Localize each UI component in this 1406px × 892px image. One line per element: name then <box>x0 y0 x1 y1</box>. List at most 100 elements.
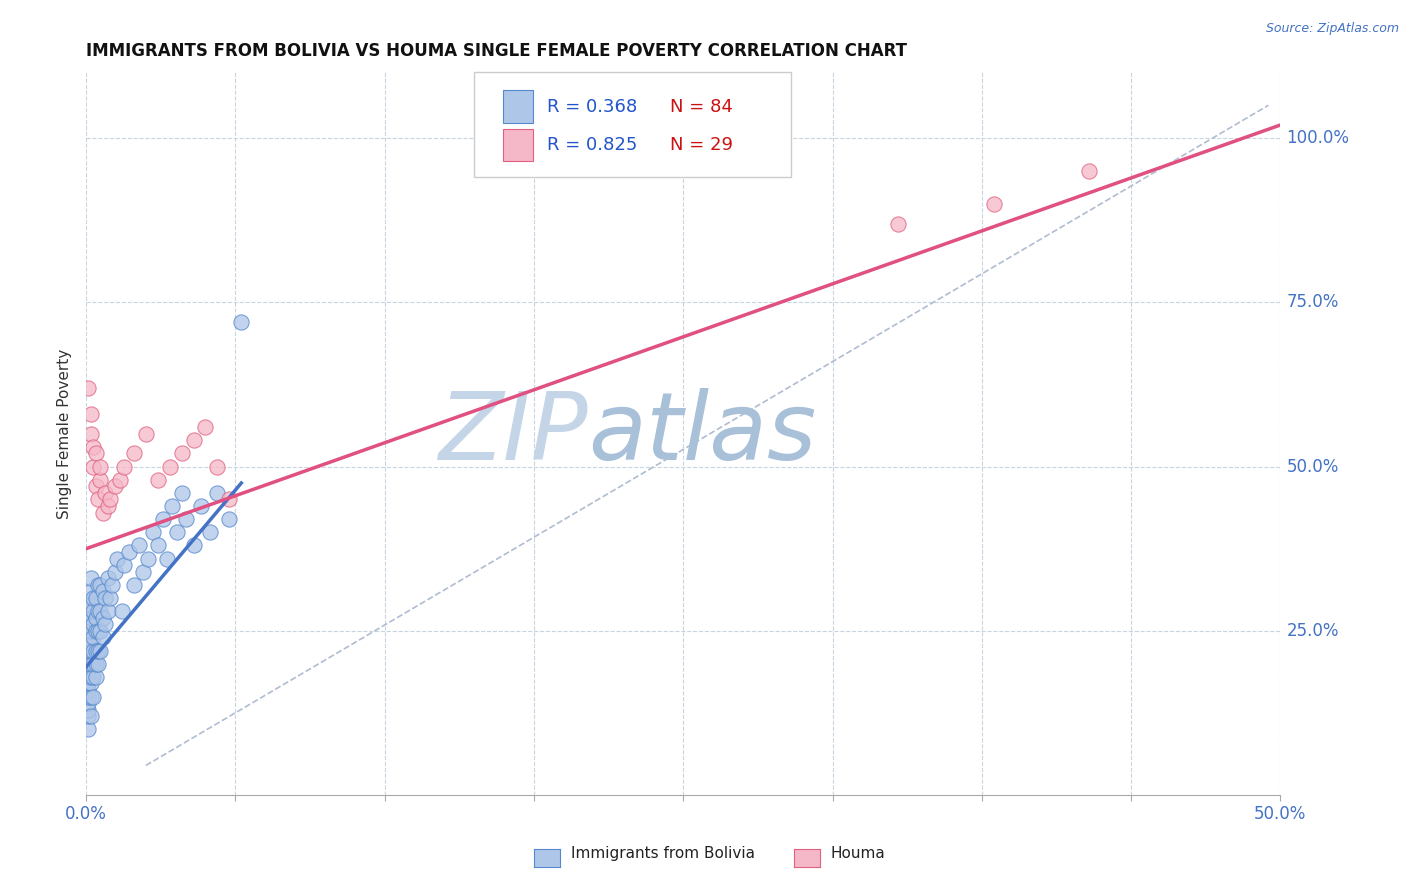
Point <box>77 643 100 657</box>
Point <box>105 551 128 566</box>
Point <box>82 440 104 454</box>
Point <box>77 690 100 704</box>
Point <box>77 604 100 618</box>
Point <box>97 499 120 513</box>
Point <box>82 604 104 618</box>
Point <box>84 643 107 657</box>
Point <box>104 565 127 579</box>
Point <box>159 459 181 474</box>
Point <box>118 545 141 559</box>
FancyBboxPatch shape <box>503 90 533 123</box>
Point <box>77 631 100 645</box>
Point <box>84 657 107 671</box>
Point <box>887 217 910 231</box>
Point <box>183 434 205 448</box>
Point <box>142 525 165 540</box>
Point <box>135 426 157 441</box>
Point <box>80 709 103 723</box>
Y-axis label: Single Female Poverty: Single Female Poverty <box>58 349 72 519</box>
Point <box>87 604 110 618</box>
Point <box>87 643 110 657</box>
Text: atlas: atlas <box>588 388 815 479</box>
Point <box>77 663 100 677</box>
Point <box>77 682 100 697</box>
Point <box>80 676 103 690</box>
Point <box>77 670 100 684</box>
Point <box>112 558 135 573</box>
Point <box>80 426 103 441</box>
Point <box>89 473 111 487</box>
Point <box>87 578 110 592</box>
Text: Houma: Houma <box>831 847 886 861</box>
Point <box>84 624 107 638</box>
Point <box>146 538 169 552</box>
Point <box>97 571 120 585</box>
Point <box>82 690 104 704</box>
Point <box>82 643 104 657</box>
Point <box>160 499 183 513</box>
Point <box>84 610 107 624</box>
Point <box>89 459 111 474</box>
Point <box>170 486 193 500</box>
Point <box>82 657 104 671</box>
Point <box>87 624 110 638</box>
Point <box>94 486 117 500</box>
Point <box>122 446 145 460</box>
Point <box>983 196 1005 211</box>
Point <box>108 473 131 487</box>
Text: 100.0%: 100.0% <box>1286 129 1350 147</box>
Point <box>80 584 103 599</box>
Point <box>136 551 159 566</box>
Point <box>87 492 110 507</box>
Point <box>166 525 188 540</box>
Point <box>207 486 229 500</box>
Point <box>94 617 117 632</box>
Point <box>84 479 107 493</box>
Point <box>89 643 111 657</box>
Point <box>91 631 114 645</box>
Point <box>77 650 100 665</box>
Point <box>89 624 111 638</box>
Point <box>170 446 193 460</box>
Point <box>80 690 103 704</box>
Point <box>94 591 117 605</box>
Point <box>80 571 103 585</box>
Point <box>84 446 107 460</box>
Point <box>84 670 107 684</box>
Point <box>82 670 104 684</box>
Point <box>82 631 104 645</box>
Point <box>91 506 114 520</box>
Point <box>80 670 103 684</box>
Point <box>128 538 150 552</box>
Point <box>132 565 155 579</box>
Text: N = 84: N = 84 <box>671 98 733 116</box>
Point <box>77 676 100 690</box>
Point <box>77 696 100 710</box>
Point <box>84 591 107 605</box>
Point <box>231 315 253 329</box>
Text: ZIP: ZIP <box>439 388 588 479</box>
Point <box>207 459 229 474</box>
Point <box>101 578 124 592</box>
Point <box>77 709 100 723</box>
Point <box>183 538 205 552</box>
Point <box>77 637 100 651</box>
Point <box>80 407 103 421</box>
Point <box>77 657 100 671</box>
Point <box>91 584 114 599</box>
Point <box>176 512 198 526</box>
Text: R = 0.368: R = 0.368 <box>547 98 637 116</box>
Point <box>80 637 103 651</box>
Point <box>87 657 110 671</box>
Text: Source: ZipAtlas.com: Source: ZipAtlas.com <box>1265 22 1399 36</box>
Point <box>152 512 174 526</box>
FancyBboxPatch shape <box>503 128 533 161</box>
Point <box>82 459 104 474</box>
Point <box>104 479 127 493</box>
Point <box>80 598 103 612</box>
Text: N = 29: N = 29 <box>671 136 733 154</box>
FancyBboxPatch shape <box>474 72 790 178</box>
Text: R = 0.825: R = 0.825 <box>547 136 637 154</box>
Point <box>77 624 100 638</box>
Point <box>190 499 212 513</box>
